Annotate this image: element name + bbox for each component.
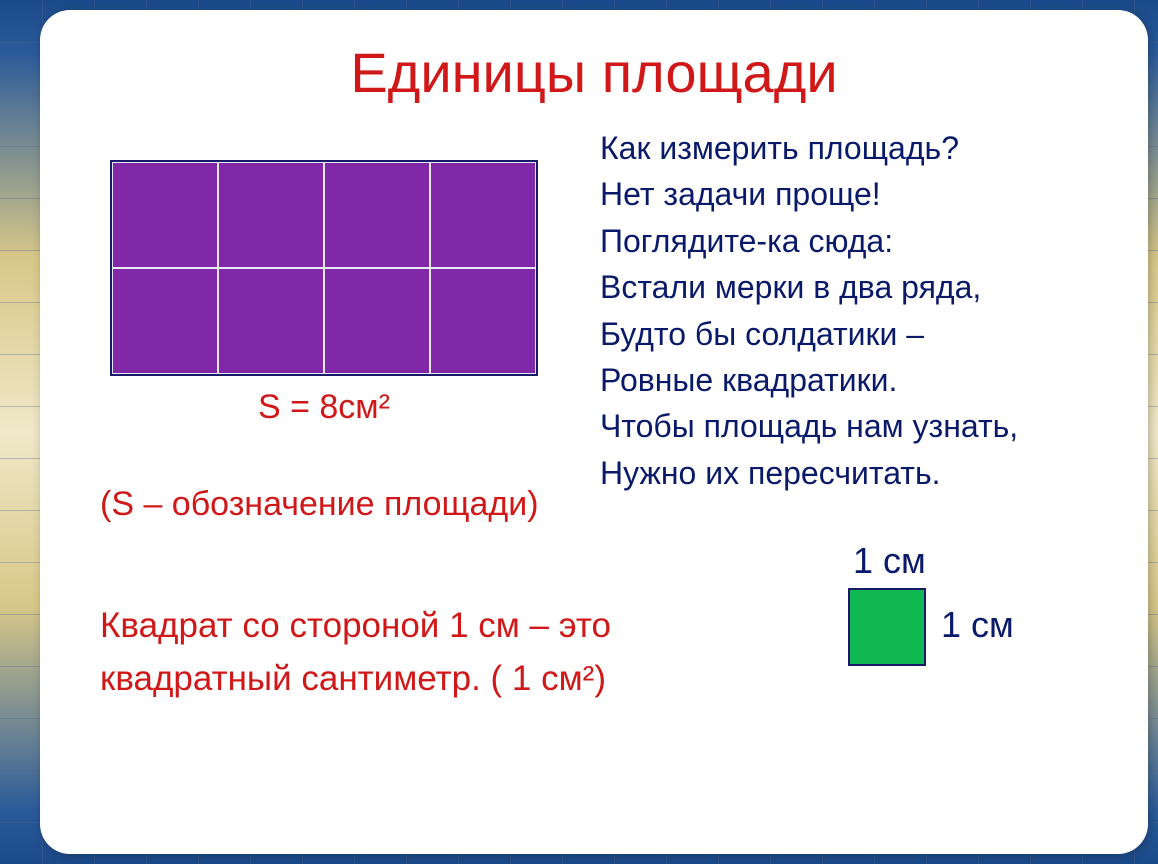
notation-note: (S – обозначение площади) bbox=[100, 485, 539, 524]
grid-cell bbox=[324, 268, 430, 374]
poem-line: Встали мерки в два ряда, bbox=[600, 264, 1018, 310]
rectangle-grid bbox=[110, 160, 538, 376]
poem-line: Как измерить площадь? bbox=[600, 125, 1018, 171]
content-area: S = 8см² Как измерить площадь? Нет задач… bbox=[80, 125, 1108, 825]
definition-text: Квадрат со стороной 1 см – это квадратны… bbox=[100, 600, 611, 705]
grid-cell bbox=[112, 162, 218, 268]
unit-right-label: 1 см bbox=[941, 604, 1014, 646]
poem-line: Нет задачи проще! bbox=[600, 171, 1018, 217]
slide-card: Единицы площади S = 8см² Как измерить пл… bbox=[40, 10, 1148, 854]
area-formula: S = 8см² bbox=[110, 388, 538, 427]
grid-cell bbox=[324, 162, 430, 268]
unit-square-figure: 1 см 1 см bbox=[823, 540, 1053, 710]
grid-cell bbox=[430, 268, 536, 374]
grid-cell bbox=[112, 268, 218, 374]
definition-line: квадратный сантиметр. ( 1 см²) bbox=[100, 653, 611, 706]
unit-square bbox=[848, 588, 926, 666]
poem-line: Поглядите-ка сюда: bbox=[600, 218, 1018, 264]
definition-line: Квадрат со стороной 1 см – это bbox=[100, 600, 611, 653]
grid-cell bbox=[218, 162, 324, 268]
grid-cell bbox=[218, 268, 324, 374]
slide-title: Единицы площади bbox=[80, 40, 1108, 105]
unit-top-label: 1 см bbox=[853, 540, 926, 582]
poem-line: Нужно их пересчитать. bbox=[600, 450, 1018, 496]
rectangle-figure: S = 8см² bbox=[110, 160, 538, 427]
grid-cell bbox=[430, 162, 536, 268]
poem-line: Будто бы солдатики – bbox=[600, 311, 1018, 357]
poem-text: Как измерить площадь? Нет задачи проще! … bbox=[600, 125, 1018, 496]
poem-line: Чтобы площадь нам узнать, bbox=[600, 403, 1018, 449]
poem-line: Ровные квадратики. bbox=[600, 357, 1018, 403]
